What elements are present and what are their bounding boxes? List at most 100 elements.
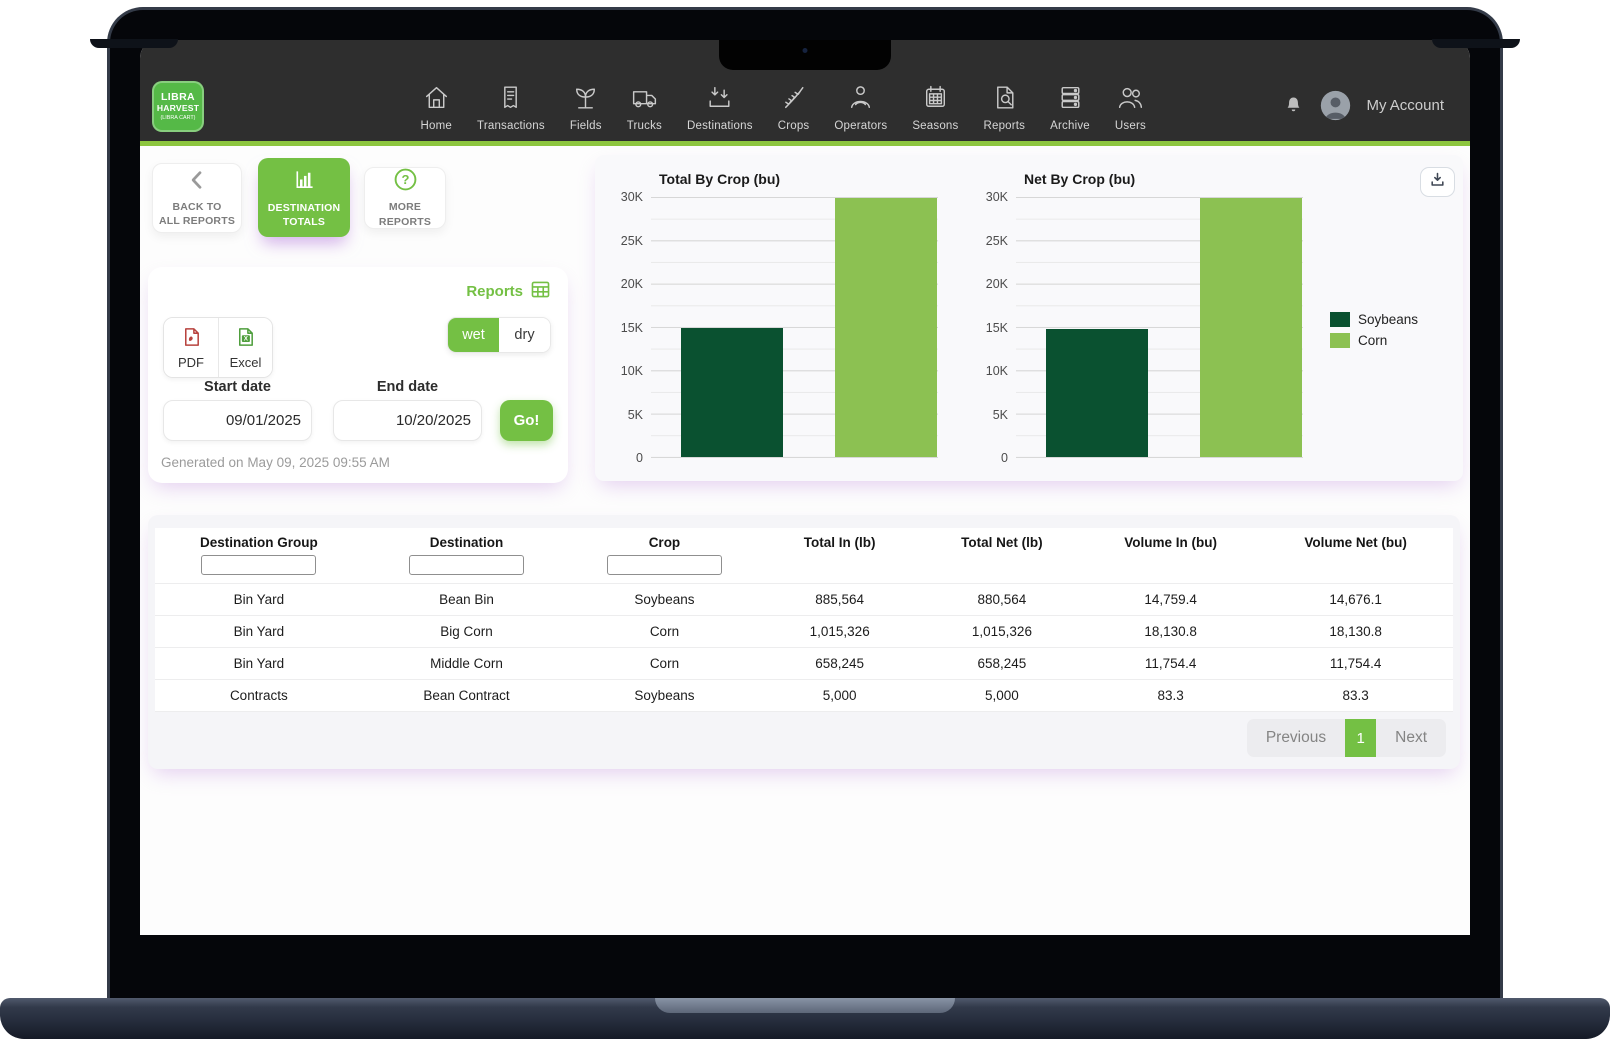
report-search-icon bbox=[989, 82, 1020, 116]
start-date-field bbox=[163, 400, 312, 441]
avatar-icon[interactable] bbox=[1320, 90, 1351, 121]
nav-item-archive[interactable]: Archive bbox=[1050, 82, 1090, 132]
notifications-bell-icon[interactable] bbox=[1282, 94, 1305, 117]
cell: 18,130.8 bbox=[1258, 615, 1453, 648]
nav-item-users[interactable]: Users bbox=[1115, 82, 1146, 132]
cell: Big Corn bbox=[362, 615, 571, 648]
nav-item-seasons[interactable]: Seasons bbox=[912, 82, 958, 132]
cell: Corn bbox=[570, 615, 759, 648]
reports-card-title: Reports bbox=[466, 281, 550, 302]
logo-line2: HARVEST bbox=[156, 103, 200, 114]
cell: 1,015,326 bbox=[920, 615, 1084, 648]
col-label: Volume In (bu) bbox=[1124, 535, 1218, 550]
end-date-field bbox=[333, 400, 482, 441]
cell: 5,000 bbox=[758, 679, 921, 712]
nav-item-operators[interactable]: Operators bbox=[834, 82, 887, 132]
nav-label: Home bbox=[420, 120, 453, 132]
col-volume-net: Volume Net (bu) bbox=[1258, 528, 1453, 584]
generated-timestamp: Generated on May 09, 2025 09:55 AM bbox=[161, 455, 390, 470]
more-reports-button[interactable]: ? MORE REPORTS bbox=[364, 167, 446, 229]
app-window: LIBRA HARVEST (LIBRA CART) Home Transact… bbox=[140, 40, 1470, 935]
destination-totals-table: Destination Group Destination Crop Total… bbox=[155, 528, 1453, 712]
operator-icon bbox=[845, 82, 876, 116]
col-label: Destination Group bbox=[199, 535, 318, 550]
active-label-line1: DESTINATION bbox=[267, 201, 341, 214]
nav-item-destinations[interactable]: Destinations bbox=[687, 82, 753, 132]
previous-page-button[interactable]: Previous bbox=[1247, 719, 1345, 757]
legend-label: Corn bbox=[1358, 333, 1388, 348]
cell: 11,754.4 bbox=[1258, 647, 1453, 680]
chevron-left-icon bbox=[185, 168, 209, 195]
dry-toggle-button[interactable]: dry bbox=[499, 318, 550, 352]
cell: Bin Yard bbox=[155, 647, 363, 680]
table-wrapper: Destination Group Destination Crop Total… bbox=[155, 528, 1453, 712]
export-excel-button[interactable]: X Excel bbox=[218, 318, 272, 377]
page-body: BACK TO ALL REPORTS DESTINATION TOTALS ? M… bbox=[140, 146, 1470, 935]
truck-icon bbox=[629, 82, 660, 116]
header-accent-rule bbox=[140, 141, 1470, 146]
back-to-all-reports-button[interactable]: BACK TO ALL REPORTS bbox=[152, 163, 242, 233]
pdf-label: PDF bbox=[178, 355, 204, 370]
export-pdf-button[interactable]: PDF bbox=[164, 318, 218, 377]
receipt-icon bbox=[495, 82, 526, 116]
crop-filter-input[interactable] bbox=[606, 555, 722, 575]
nav-item-trucks[interactable]: Trucks bbox=[627, 82, 662, 132]
chart-net-by-crop: Net By Crop (bu) 30K 25K 20K 15K 10K 5K 0 bbox=[980, 171, 1303, 465]
account-area: My Account bbox=[1282, 90, 1444, 121]
next-page-button[interactable]: Next bbox=[1376, 719, 1446, 757]
nav-item-transactions[interactable]: Transactions bbox=[477, 82, 545, 132]
col-total-in: Total In (lb) bbox=[759, 528, 921, 584]
nav-label: Crops bbox=[777, 120, 810, 132]
nav-label: Operators bbox=[834, 120, 888, 132]
nav-item-fields[interactable]: Fields bbox=[570, 82, 602, 132]
libra-harvest-logo[interactable]: LIBRA HARVEST (LIBRA CART) bbox=[152, 81, 204, 132]
current-page-indicator[interactable]: 1 bbox=[1345, 719, 1377, 757]
end-date-input[interactable] bbox=[334, 401, 481, 440]
nav-label: Reports bbox=[983, 120, 1026, 132]
destination-filter-input[interactable] bbox=[409, 555, 524, 575]
wet-toggle-button[interactable]: wet bbox=[448, 318, 499, 352]
pdf-file-icon bbox=[181, 326, 202, 351]
nav-item-crops[interactable]: Crops bbox=[778, 82, 810, 132]
nav-item-home[interactable]: Home bbox=[421, 82, 452, 132]
cell: Bin Yard bbox=[155, 583, 363, 616]
col-label: Destination bbox=[429, 535, 504, 550]
chart-total-by-crop: Total By Crop (bu) 30K 25K 20K 15K 10K 5K 0 bbox=[615, 171, 938, 465]
y-tick-label: 30K bbox=[620, 190, 643, 204]
cell: Bean Contract bbox=[362, 679, 571, 712]
download-chart-button[interactable] bbox=[1420, 167, 1455, 197]
reports-title-text: Reports bbox=[466, 283, 523, 300]
cell: 11,754.4 bbox=[1083, 647, 1259, 680]
col-label: Volume Net (bu) bbox=[1304, 535, 1407, 550]
col-volume-in: Volume In (bu) bbox=[1083, 528, 1258, 584]
chart-legend: Soybeans Corn bbox=[1330, 312, 1418, 348]
cell: 83.3 bbox=[1258, 679, 1453, 712]
y-tick-label: 0 bbox=[1001, 451, 1008, 465]
y-tick-label: 15K bbox=[985, 320, 1008, 335]
laptop-base bbox=[0, 998, 1610, 1039]
cell: 5,000 bbox=[920, 679, 1084, 712]
go-button[interactable]: Go! bbox=[500, 400, 553, 441]
nav-item-reports[interactable]: Reports bbox=[983, 82, 1025, 132]
nav-label: Fields bbox=[569, 120, 602, 132]
bar-soybeans bbox=[1046, 329, 1148, 457]
destination-totals-table-card: Destination Group Destination Crop Total… bbox=[148, 515, 1460, 769]
webcam-icon bbox=[802, 48, 808, 53]
y-tick-label: 10K bbox=[985, 364, 1008, 378]
laptop-notch bbox=[719, 40, 891, 70]
table-row: Bin Yard Bean Bin Soybeans 885,564 880,564 14… bbox=[155, 583, 1453, 616]
y-tick-label: 20K bbox=[620, 277, 643, 291]
table-row: Bin Yard Big Corn Corn 1,015,326 1,015,326 18… bbox=[155, 615, 1453, 648]
cell: 880,564 bbox=[920, 583, 1084, 616]
destination-group-filter-input[interactable] bbox=[201, 555, 317, 575]
y-tick-label: 15K bbox=[620, 320, 643, 335]
chart-title: Net By Crop (bu) bbox=[1024, 171, 1136, 187]
col-label: Total In (lb) bbox=[803, 535, 876, 550]
my-account-link[interactable]: My Account bbox=[1366, 97, 1444, 114]
export-button-group: PDF X Excel bbox=[163, 317, 273, 378]
arrows-into-bin-icon bbox=[704, 82, 735, 116]
destination-totals-button[interactable]: DESTINATION TOTALS bbox=[258, 158, 350, 237]
cell: 18,130.8 bbox=[1083, 615, 1259, 648]
start-date-input[interactable] bbox=[164, 401, 311, 440]
legend-swatch bbox=[1330, 312, 1350, 327]
